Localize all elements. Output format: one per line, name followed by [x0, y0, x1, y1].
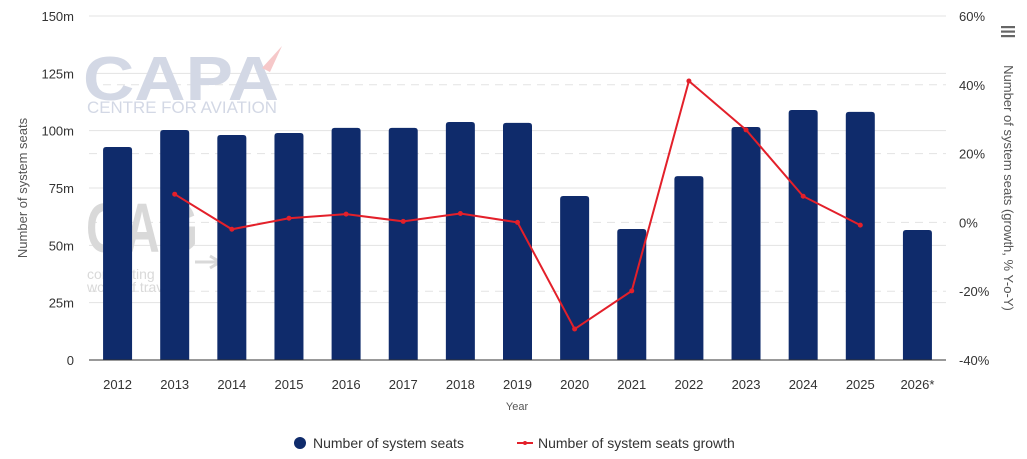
bar-2014[interactable]: [217, 135, 247, 360]
left-tick-label: 75m: [49, 181, 74, 196]
growth-point-2018[interactable]: [457, 210, 463, 216]
legend-item-growth[interactable]: Number of system seats growth: [517, 435, 735, 451]
left-tick-label: 125m: [41, 66, 74, 81]
legend-item-seats[interactable]: Number of system seats: [294, 435, 464, 451]
watermark-arrow-icon: [262, 46, 282, 72]
hamburger-menu-icon: [1001, 26, 1015, 38]
growth-point-2015[interactable]: [286, 215, 292, 221]
bar-2016[interactable]: [331, 127, 361, 360]
watermark-brand: CAPA: [83, 45, 279, 114]
bar-2020[interactable]: [560, 196, 590, 360]
bar-2019[interactable]: [503, 122, 532, 361]
x-tick-label: 2020: [560, 377, 589, 392]
x-tick-label: 2022: [674, 377, 703, 392]
x-tick-label: 2018: [446, 377, 475, 392]
left-tick-label: 150m: [41, 9, 74, 24]
watermark-oag-arrow-icon: [195, 254, 226, 270]
growth-point-2016[interactable]: [343, 211, 349, 217]
x-tick-label: 2012: [103, 377, 132, 392]
bar-2013[interactable]: [160, 129, 190, 360]
x-axis-title: Year: [506, 401, 529, 413]
growth-point-2025[interactable]: [857, 222, 863, 228]
capa-watermark: CAPA CENTRE FOR AVIATION: [83, 45, 282, 117]
chart-menu-button[interactable]: [998, 22, 1018, 40]
growth-point-2023[interactable]: [743, 127, 749, 133]
legend-label-seats: Number of system seats: [313, 435, 464, 451]
left-tick-label: 50m: [49, 238, 74, 253]
right-tick-label: 60%: [959, 9, 985, 24]
x-tick-label: 2016: [332, 377, 361, 392]
x-tick-label: 2024: [789, 377, 818, 392]
bar-2022[interactable]: [674, 176, 704, 360]
bar-2025[interactable]: [845, 111, 875, 361]
legend-marker-circle-icon: [294, 437, 306, 449]
right-tick-label: -20%: [959, 284, 990, 299]
right-tick-label: 40%: [959, 78, 985, 93]
x-tick-label: 2014: [217, 377, 246, 392]
left-axis-title: Number of system seats: [15, 117, 30, 258]
x-tick-label: 2021: [617, 377, 646, 392]
right-axis-title: Number of system seats (growth, % Y-o-Y): [1001, 65, 1016, 311]
legend: Number of system seats Number of system …: [294, 435, 735, 451]
bar-2017[interactable]: [388, 127, 418, 360]
growth-point-2020[interactable]: [572, 326, 578, 332]
x-tick-label: 2023: [732, 377, 761, 392]
bar-2023[interactable]: [731, 126, 761, 360]
x-tick-label: 2017: [389, 377, 418, 392]
left-tick-label: 100m: [41, 124, 74, 139]
legend-label-growth: Number of system seats growth: [538, 435, 735, 451]
bar-2024[interactable]: [788, 110, 818, 360]
left-tick-label: 25m: [49, 296, 74, 311]
growth-point-2024[interactable]: [800, 193, 806, 199]
right-tick-label: -40%: [959, 353, 990, 368]
watermark-brand-sub: CENTRE FOR AVIATION: [87, 98, 277, 117]
right-axis-ticks: -40% -20% 0% 20% 40% 60%: [959, 9, 990, 368]
growth-point-2019[interactable]: [515, 219, 520, 225]
bar-2015[interactable]: [274, 132, 304, 360]
bar-2018[interactable]: [445, 121, 475, 361]
bar-2021[interactable]: [617, 229, 647, 360]
x-tick-label: 2013: [160, 377, 189, 392]
bar-2012[interactable]: [103, 146, 133, 360]
left-axis-ticks: 0 25m 50m 75m 100m 125m 150m: [41, 9, 74, 368]
bar-2026[interactable]: [902, 229, 932, 360]
x-tick-label: 2025: [846, 377, 875, 392]
legend-marker-dot-icon: [523, 441, 527, 445]
line-series: [172, 78, 863, 332]
left-tick-label: 0: [67, 353, 74, 368]
growth-point-2013[interactable]: [172, 191, 178, 197]
growth-point-2021[interactable]: [629, 288, 635, 294]
x-tick-label: 2019: [503, 377, 532, 392]
growth-point-2014[interactable]: [229, 226, 235, 232]
x-tick-label: 2026*: [900, 377, 934, 392]
right-tick-label: 20%: [959, 147, 985, 162]
growth-point-2022[interactable]: [686, 78, 692, 84]
bar-series: [103, 110, 932, 361]
x-tick-label: 2015: [275, 377, 304, 392]
right-tick-label: 0%: [959, 215, 978, 230]
growth-point-2017[interactable]: [400, 218, 406, 224]
x-axis-ticks: 2012 2013 2014 2015 2016 2017 2018 2019 2020 2021…: [103, 377, 934, 392]
